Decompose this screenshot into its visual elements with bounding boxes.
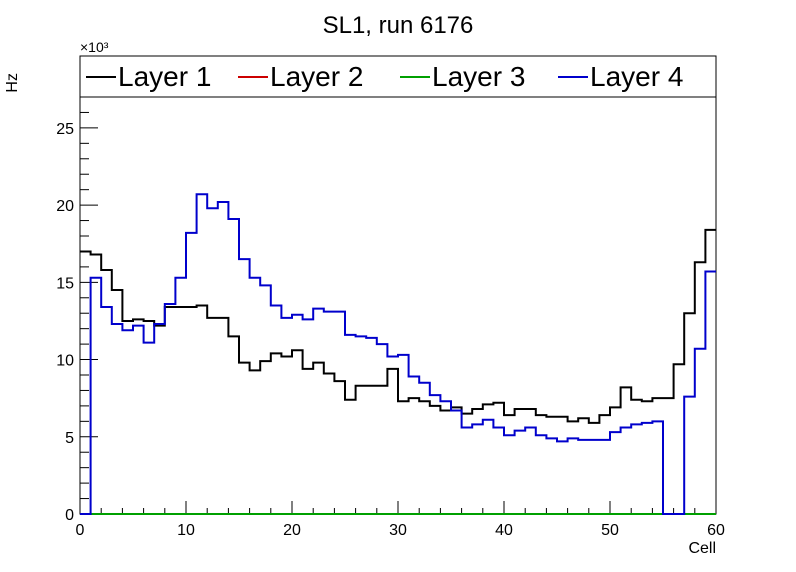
y-tick-label: 0 — [65, 507, 74, 524]
y-tick-label: 20 — [56, 198, 74, 215]
x-tick-label: 30 — [389, 522, 407, 539]
x-tick-label: 10 — [177, 522, 195, 539]
legend: Layer 1 Layer 2 Layer 3 Layer 4 — [79, 55, 717, 98]
x-tick-label: 20 — [283, 522, 301, 539]
y-tick-label: 5 — [65, 430, 74, 447]
x-tick-label: 60 — [707, 522, 725, 539]
y-tick-label: 25 — [56, 121, 74, 138]
y-axis-multiplier: ×10³ — [80, 39, 109, 55]
series-layer — [80, 193, 716, 515]
legend-label-layer-4: Layer 4 — [590, 61, 683, 92]
x-tick-label: 0 — [76, 522, 85, 539]
y-tick-label: 15 — [56, 275, 74, 292]
y-axis-label: Hz — [4, 73, 21, 93]
legend-label-layer-3: Layer 3 — [432, 61, 525, 92]
y-tick-label: 10 — [56, 353, 74, 370]
chart-title: SL1, run 6176 — [323, 12, 474, 39]
legend-label-layer-2: Layer 2 — [270, 61, 363, 92]
legend-label-layer-1: Layer 1 — [118, 61, 211, 92]
x-tick-label: 50 — [601, 522, 619, 539]
legend-box — [79, 55, 717, 98]
x-tick-label: 40 — [495, 522, 513, 539]
axis-ticks: 0 10 20 30 40 50 60 0 5 10 15 20 25 — [56, 111, 725, 539]
series-line-layer-1 — [80, 228, 716, 424]
series-line-layer-4 — [80, 193, 716, 515]
plot-frame — [79, 96, 717, 515]
x-axis-label: Cell — [688, 540, 716, 557]
